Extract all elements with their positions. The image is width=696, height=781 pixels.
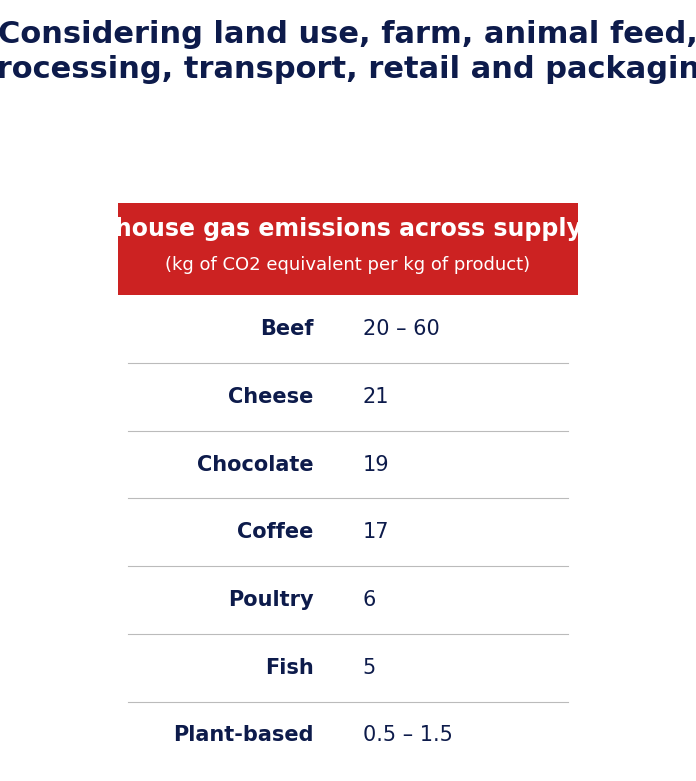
Text: 0.5 – 1.5: 0.5 – 1.5: [363, 726, 452, 745]
Text: 19: 19: [363, 455, 389, 475]
Text: Beef: Beef: [260, 319, 314, 339]
Text: 5: 5: [363, 658, 376, 678]
Text: Cheese: Cheese: [228, 387, 314, 407]
Text: 21: 21: [363, 387, 389, 407]
Text: Poultry: Poultry: [228, 590, 314, 610]
Text: (kg of CO2 equivalent per kg of product): (kg of CO2 equivalent per kg of product): [166, 256, 530, 274]
Text: Chocolate: Chocolate: [197, 455, 314, 475]
Text: 17: 17: [363, 522, 389, 542]
Text: Greenhouse gas emissions across supply chain: Greenhouse gas emissions across supply c…: [35, 217, 661, 241]
FancyBboxPatch shape: [118, 203, 578, 295]
Text: Fish: Fish: [265, 658, 314, 678]
Text: Considering land use, farm, animal feed,
processing, transport, retail and packa: Considering land use, farm, animal feed,…: [0, 20, 696, 84]
Text: Coffee: Coffee: [237, 522, 314, 542]
Text: 20 – 60: 20 – 60: [363, 319, 439, 339]
Text: 6: 6: [363, 590, 376, 610]
Text: Plant-based: Plant-based: [173, 726, 314, 745]
